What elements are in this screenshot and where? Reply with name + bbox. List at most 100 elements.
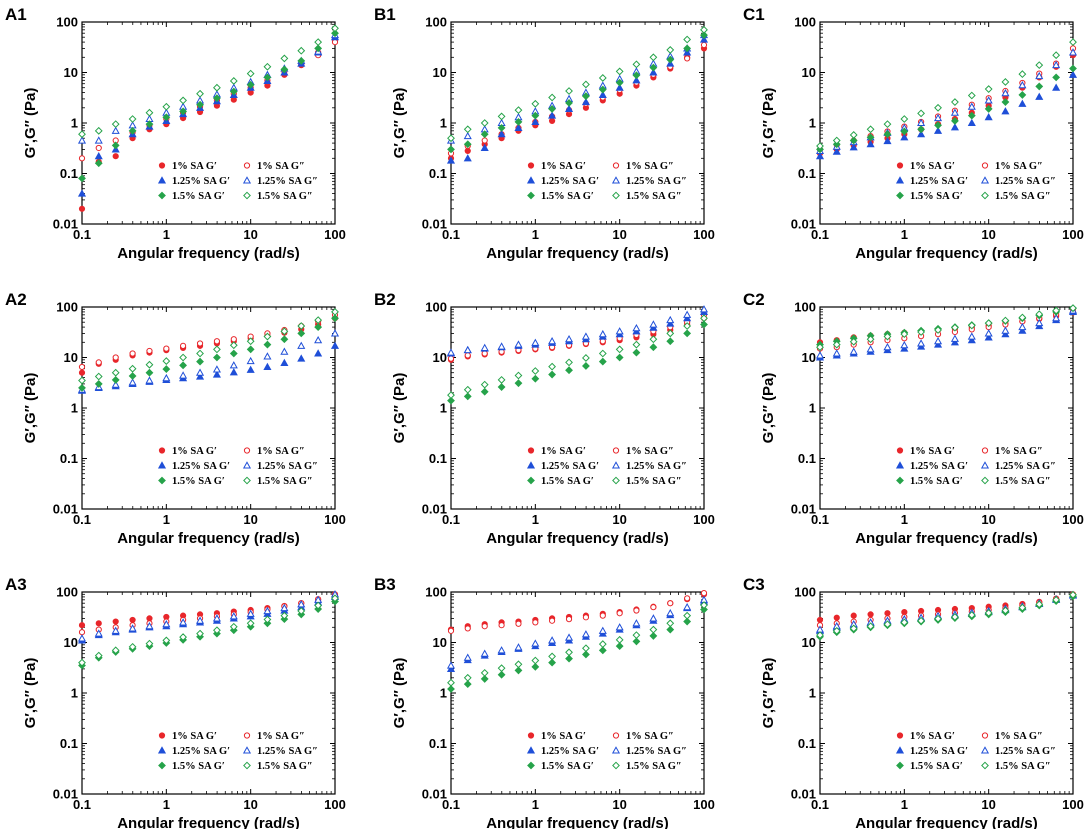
data-point	[179, 361, 187, 370]
data-point	[263, 340, 272, 349]
data-point	[263, 73, 272, 82]
data-point	[297, 322, 306, 330]
data-point	[463, 345, 472, 354]
data-point	[94, 379, 103, 388]
legend-marker	[158, 162, 166, 169]
data-point	[582, 644, 590, 653]
data-point	[833, 614, 840, 621]
y-tick-label: 100	[794, 15, 816, 30]
data-point	[497, 112, 506, 121]
x-axis-label: Angular frequency (rad/s)	[486, 245, 669, 262]
data-point	[94, 651, 103, 660]
data-point	[967, 332, 976, 340]
legend-label: 1% SA G″	[995, 161, 1043, 172]
data-point	[481, 137, 488, 144]
data-point	[531, 656, 540, 665]
data-point	[984, 85, 993, 93]
legend-label: 1% SA G′	[172, 731, 217, 742]
data-point	[1035, 318, 1044, 327]
series-0	[816, 592, 1077, 624]
series-5	[447, 601, 708, 687]
data-point	[128, 378, 137, 386]
data-point	[514, 118, 523, 126]
legend-marker	[527, 761, 535, 770]
y-tick-label: 1	[809, 401, 816, 416]
data-point	[967, 118, 976, 127]
x-tick-label: 1	[901, 512, 908, 527]
legend-label: 1% SA G′	[910, 731, 955, 742]
data-point	[699, 305, 709, 313]
y-axis-label: G′,G″ (Pa)	[760, 88, 777, 159]
data-point	[497, 646, 506, 654]
x-tick-label: 1	[901, 227, 908, 242]
data-point	[700, 41, 708, 49]
data-point	[615, 353, 624, 362]
y-tick-label: 10	[802, 635, 816, 650]
y-tick-label: 0.1	[60, 736, 78, 751]
panel-label: B3	[374, 575, 396, 594]
y-axis-label: G′,G″ (Pa)	[22, 88, 39, 159]
data-point	[229, 612, 238, 620]
legend-label: 1% SA G′	[541, 731, 586, 742]
legend-marker	[527, 191, 535, 200]
series-5	[816, 590, 1077, 640]
x-tick-label: 100	[693, 227, 715, 242]
data-point	[297, 341, 306, 349]
data-point	[582, 650, 590, 659]
data-point	[162, 102, 171, 111]
data-point	[297, 354, 306, 362]
legend-label: 1.5% SA G″	[995, 761, 1051, 772]
data-point	[666, 319, 675, 327]
data-point	[900, 618, 909, 627]
y-axis-label: G′,G″ (Pa)	[22, 658, 39, 729]
data-point	[866, 133, 875, 142]
legend-label: 1.25% SA G′	[910, 461, 968, 472]
data-point	[531, 99, 540, 108]
data-point	[514, 643, 523, 651]
series-5	[447, 25, 708, 143]
series-1	[447, 311, 708, 362]
legend-label: 1.25% SA G″	[626, 746, 687, 757]
series-5	[78, 594, 339, 667]
x-tick-label: 10	[981, 797, 995, 812]
data-point	[280, 54, 289, 63]
y-axis-label: G′,G″ (Pa)	[391, 373, 408, 444]
data-point	[78, 383, 86, 392]
data-point	[632, 71, 641, 80]
data-point	[684, 55, 691, 62]
legend-marker	[158, 761, 166, 770]
x-tick-label: 1	[901, 797, 908, 812]
data-point	[514, 371, 523, 380]
data-point	[212, 365, 221, 373]
data-point	[314, 335, 323, 344]
legend-label: 1.5% SA G′	[172, 761, 225, 772]
data-point	[163, 345, 170, 352]
legend: 1% SA G′ 1% SA G″ 1.25% SA G′ 1.25% SA G″ 1.…	[895, 161, 1056, 202]
y-tick-label: 0.01	[53, 787, 78, 802]
data-point	[480, 380, 489, 389]
legend-label: 1% SA G′	[172, 446, 217, 457]
data-point	[280, 358, 289, 367]
legend-marker	[158, 476, 166, 485]
data-point	[196, 349, 204, 358]
data-point	[564, 335, 574, 343]
data-point	[212, 370, 221, 378]
data-point	[263, 62, 272, 71]
data-point	[280, 327, 289, 336]
legend-marker	[611, 461, 621, 469]
series-5	[816, 304, 1077, 352]
legend-marker	[612, 761, 620, 770]
data-point	[866, 125, 875, 134]
data-point	[196, 357, 204, 366]
series-4	[78, 314, 339, 392]
data-point	[615, 78, 624, 87]
data-point	[967, 102, 976, 110]
y-tick-label: 100	[794, 585, 816, 600]
data-point	[632, 60, 641, 69]
data-point	[598, 626, 607, 634]
data-point	[548, 362, 556, 371]
data-point	[331, 314, 339, 323]
series-3	[446, 595, 709, 669]
data-point	[683, 35, 692, 44]
